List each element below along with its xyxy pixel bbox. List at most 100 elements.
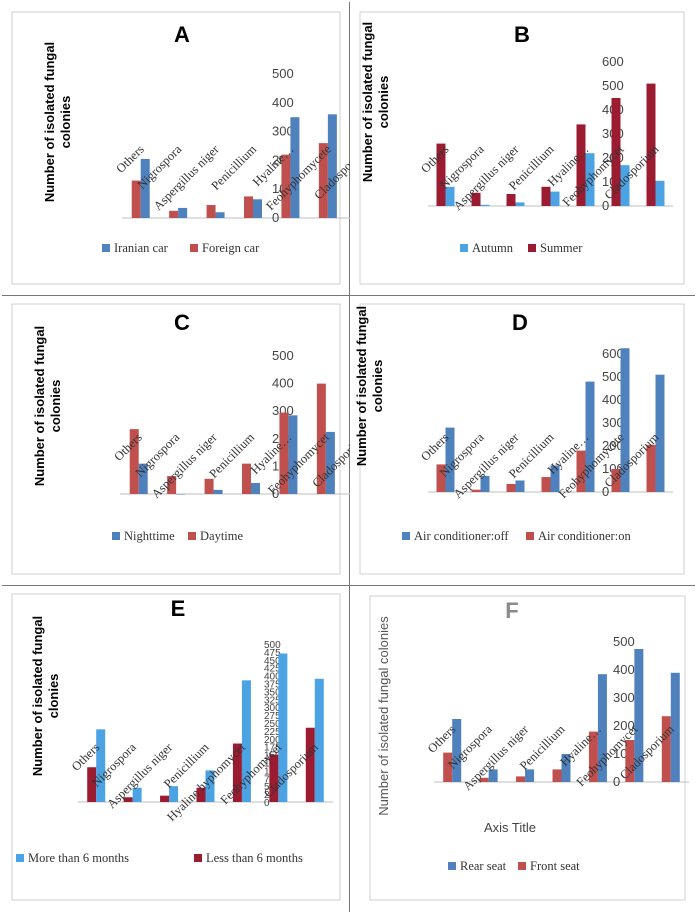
- chart-title: D: [512, 310, 528, 335]
- panel-f: F 0 100 200 300 400 500 Number of isolated fung…: [350, 586, 695, 912]
- bar-series1: [597, 674, 607, 782]
- y-axis-label: Number of isolated fungalcolonies: [354, 306, 385, 466]
- bar-series2: [541, 477, 551, 492]
- bar-series1: [205, 770, 215, 802]
- bar-series2: [436, 464, 446, 492]
- bar-series2: [281, 154, 291, 218]
- bar-series1: [585, 153, 595, 206]
- bar-series1: [670, 672, 680, 782]
- y-axis-label: Number of isolated fungal colonies: [376, 616, 391, 816]
- bar-series1: [138, 463, 148, 494]
- legend-swatch: [190, 244, 198, 252]
- y-axis-label-line: colonies: [48, 380, 63, 433]
- bar-series2: [541, 186, 551, 206]
- panel-e: E025507510012515017520022525027530032535…: [2, 586, 350, 912]
- chart-title: E: [171, 596, 186, 621]
- bar-series1: [561, 754, 571, 782]
- bar-series2: [269, 754, 279, 802]
- bar-series2: [316, 383, 326, 494]
- bar-series1: [327, 114, 337, 218]
- y-tick-label: 350: [264, 687, 281, 698]
- legend-label: Daytime: [200, 529, 243, 543]
- legend-swatch: [526, 532, 534, 540]
- legend-swatch: [112, 532, 120, 540]
- legend-label: Less than 6 months: [206, 851, 303, 865]
- legend-label: Iranian car: [114, 241, 169, 255]
- y-tick-label: 225: [264, 727, 281, 738]
- y-tick-label: 0: [272, 210, 279, 225]
- y-tick-label: 500: [613, 634, 635, 649]
- y-tick-label: 300: [613, 690, 635, 705]
- y-axis-label: Number of isolated fungalclonies: [30, 616, 61, 776]
- bar-series1: [215, 212, 225, 218]
- y-tick-label: 500: [272, 66, 294, 81]
- bar-series2: [129, 429, 139, 494]
- y-axis-label: Number of isolated fungalcolonies: [360, 22, 391, 182]
- bar-series1: [213, 489, 223, 494]
- y-axis-label: Number of isolated fungalcolonies: [32, 326, 63, 486]
- bar-series2: [646, 83, 656, 206]
- y-axis-label-line: Number of isolated fungal: [30, 616, 45, 776]
- bar-series2: [87, 767, 97, 802]
- bar-series2: [576, 124, 586, 206]
- panel-d: D 0 100 200 300 400 500 600 Number of isolated f…: [350, 296, 695, 586]
- bar-series2: [471, 192, 481, 206]
- bar-series2: [160, 795, 170, 802]
- bar-series1: [550, 465, 560, 492]
- y-tick-label: 275: [264, 711, 281, 722]
- bar-series1: [178, 207, 188, 218]
- bar-series2: [244, 196, 253, 218]
- bar-series2: [232, 743, 242, 802]
- bar-series1: [251, 482, 260, 494]
- bar-series1: [488, 769, 498, 782]
- y-tick-label: 250: [264, 719, 281, 730]
- y-axis-label: Number of isolated fungalcolonies: [42, 42, 73, 202]
- y-tick-label: 375: [264, 680, 281, 691]
- legend-label: Autumn: [472, 241, 514, 255]
- chart-frame: [359, 11, 685, 285]
- bar-series2: [436, 143, 446, 206]
- chart-c: C0100200300400500Number of isolated fung…: [11, 303, 350, 575]
- legend-label: Air conditioner:off: [414, 529, 509, 543]
- legend-swatch: [102, 244, 110, 252]
- bar-series2: [443, 752, 453, 782]
- bar-series1: [169, 786, 179, 802]
- bar-series1: [585, 381, 595, 492]
- y-tick-label: 200: [264, 735, 281, 746]
- bar-series2: [552, 769, 562, 782]
- bar-series1: [140, 158, 150, 218]
- bar-series2: [516, 776, 526, 782]
- y-axis-label-line: Number of isolated fungal: [32, 326, 47, 486]
- y-tick-label: 300: [602, 415, 624, 430]
- y-axis-label-line: clonies: [46, 674, 61, 719]
- bar-series2: [611, 98, 621, 206]
- bar-series1: [253, 199, 262, 218]
- legend-swatch: [188, 532, 196, 540]
- panel-b: B0100200300400500600Number of isolated f…: [350, 2, 695, 296]
- bar-series1: [132, 787, 142, 802]
- legend-swatch: [194, 854, 202, 862]
- bar-series1: [550, 191, 560, 206]
- panel-a: A0100200300400500Number of isolated fung…: [2, 2, 350, 296]
- y-tick-label: 475: [264, 648, 281, 659]
- legend-label: Rear seat: [460, 859, 507, 873]
- y-axis-label-line: Number of isolated fungal: [42, 42, 57, 202]
- bar-series2: [661, 716, 671, 782]
- y-tick-label: 200: [602, 438, 624, 453]
- chart-frame: [359, 303, 685, 575]
- chart-title: C: [174, 310, 190, 335]
- bar-series1: [634, 649, 644, 782]
- bar-series1: [288, 415, 298, 494]
- y-tick-label: 0: [602, 198, 609, 213]
- chart-title: F: [505, 598, 518, 623]
- bar-series1: [620, 165, 630, 206]
- legend-swatch: [448, 862, 456, 870]
- legend-swatch: [528, 244, 536, 252]
- bar-series1: [655, 374, 665, 492]
- bar-series2: [169, 210, 179, 218]
- bar-series2: [318, 143, 328, 218]
- chart-a: A0100200300400500Number of isolated fung…: [11, 11, 350, 285]
- y-tick-label: 500: [602, 78, 624, 93]
- y-tick-label: 500: [272, 348, 294, 363]
- y-tick-label: 400: [602, 392, 624, 407]
